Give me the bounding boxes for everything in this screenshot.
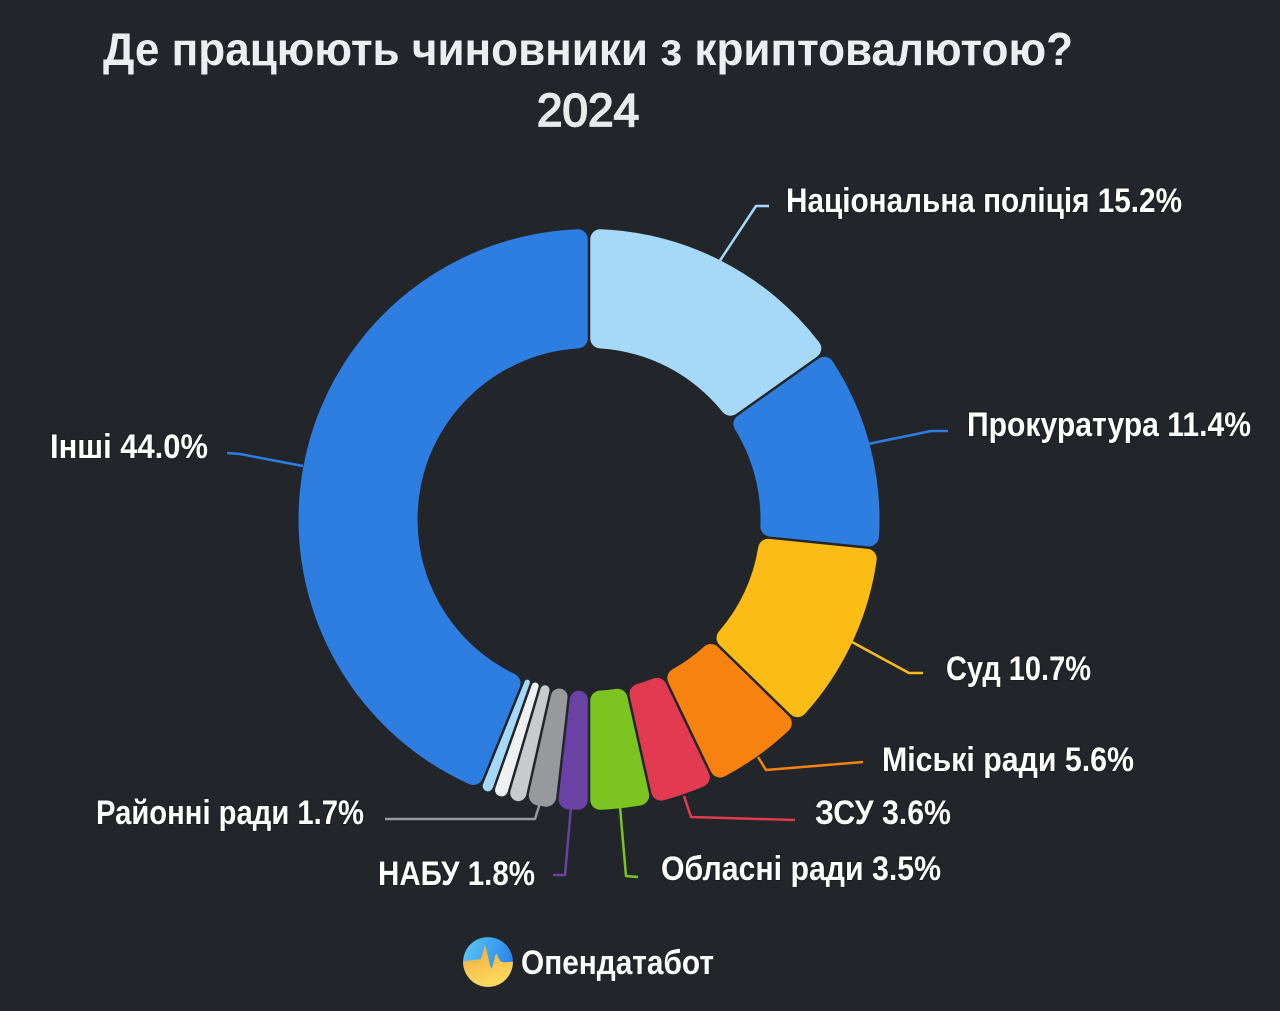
svg-text:Де працюють чиновники з крипто: Де працюють чиновники з криптовалютою? (103, 23, 1073, 75)
svg-text:Прокуратура 11.4%: Прокуратура 11.4% (967, 406, 1251, 444)
svg-text:НАБУ 1.8%: НАБУ 1.8% (378, 855, 535, 893)
svg-text:Інші 44.0%: Інші 44.0% (50, 428, 208, 466)
svg-text:Обласні ради 3.5%: Обласні ради 3.5% (661, 850, 941, 888)
svg-text:2024: 2024 (537, 84, 639, 136)
svg-text:Національна поліція 15.2%: Національна поліція 15.2% (786, 182, 1182, 220)
svg-text:Міські ради 5.6%: Міські ради 5.6% (882, 741, 1134, 779)
svg-text:ЗСУ 3.6%: ЗСУ 3.6% (815, 794, 951, 832)
svg-text:Опендатабот: Опендатабот (521, 944, 714, 982)
svg-text:Суд 10.7%: Суд 10.7% (946, 650, 1091, 688)
svg-text:Районні ради 1.7%: Районні ради 1.7% (96, 794, 364, 832)
